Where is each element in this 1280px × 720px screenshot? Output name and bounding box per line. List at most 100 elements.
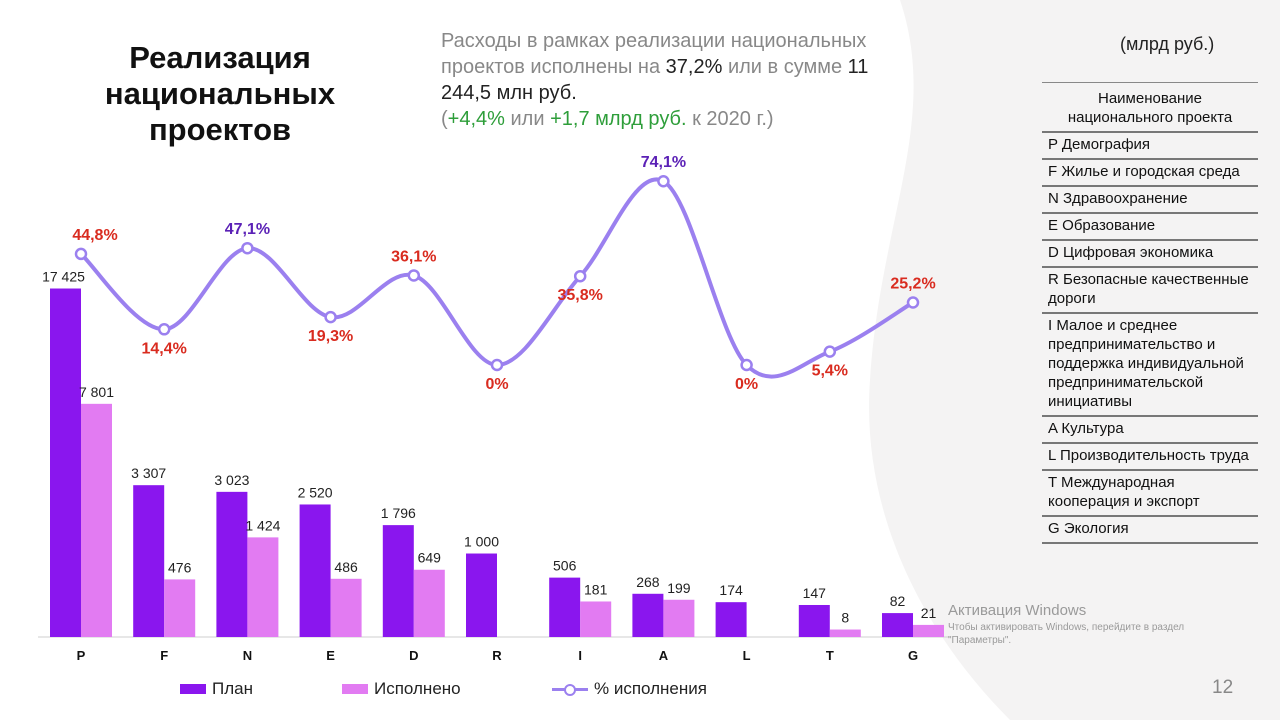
table-row-n: N Здравоохранение bbox=[1042, 187, 1258, 214]
subtitle-amount: 11 244,5 млн руб. bbox=[441, 56, 869, 104]
bar-plan-n bbox=[216, 491, 248, 637]
label-plan-f: 3 307 bbox=[131, 465, 166, 481]
percent-point-p bbox=[74, 247, 88, 261]
category-label-e: E bbox=[326, 648, 335, 663]
table-header: Наименование национального проекта bbox=[1042, 83, 1258, 133]
category-label-a: A bbox=[659, 648, 669, 663]
percent-point-t bbox=[823, 345, 837, 358]
subtitle-delta-absolute: +1,7 млрд руб. bbox=[550, 108, 687, 130]
label-plan-t: 147 bbox=[803, 585, 827, 601]
label-plan-l: 174 bbox=[719, 582, 743, 598]
watermark-title: Активация Windows bbox=[948, 602, 1087, 619]
label-done-i: 181 bbox=[584, 581, 608, 597]
subtitle-text-2: или в сумме bbox=[727, 56, 843, 78]
subtitle-percent: 37,2% bbox=[665, 56, 723, 78]
bar-plan-p bbox=[50, 288, 81, 637]
percent-label-g: 25,2% bbox=[890, 276, 935, 293]
bar-plan-a bbox=[632, 593, 664, 637]
bar-done-t bbox=[829, 629, 861, 637]
percent-point-f bbox=[157, 323, 171, 336]
unit-label: (млрд руб.) bbox=[1120, 34, 1215, 54]
subtitle-text-5: к 2020 г.) bbox=[692, 108, 774, 130]
percent-label-p: 44,8% bbox=[72, 227, 117, 244]
watermark-text: Чтобы активировать Windows, перейдите в … bbox=[948, 622, 1185, 646]
category-label-n: N bbox=[243, 648, 252, 663]
table-row-p: P Демография bbox=[1042, 133, 1258, 160]
category-label-t: T bbox=[826, 648, 834, 663]
label-done-f: 476 bbox=[168, 559, 192, 575]
percent-point-a bbox=[657, 174, 670, 188]
category-label-f: F bbox=[160, 648, 168, 663]
windows-activation-watermark: Активация Windows Чтобы активировать Win… bbox=[948, 602, 1238, 647]
label-done-g: 21 bbox=[921, 605, 937, 621]
bar-plan-i bbox=[549, 577, 581, 637]
percent-label-d: 36,1% bbox=[391, 248, 436, 265]
bar-plan-t bbox=[798, 604, 830, 637]
percent-label-i: 35,8% bbox=[558, 287, 603, 304]
bar-plan-d bbox=[382, 525, 414, 637]
subtitle-delta-percent: +4,4% bbox=[447, 108, 505, 130]
project-legend-table: Наименование национального проекта P Дем… bbox=[1042, 82, 1258, 544]
label-done-a: 199 bbox=[667, 580, 691, 596]
label-done-t: 8 bbox=[841, 610, 849, 626]
percent-label-a: 74,1% bbox=[641, 154, 686, 171]
bar-done-g bbox=[913, 624, 944, 637]
table-row-a: A Культура bbox=[1042, 417, 1258, 444]
label-plan-d: 1 796 bbox=[381, 505, 416, 521]
label-done-e: 486 bbox=[334, 559, 358, 575]
percent-label-r: 0% bbox=[485, 376, 508, 393]
percent-point-r bbox=[490, 358, 504, 372]
percent-line bbox=[79, 177, 915, 379]
label-done-p: 7 801 bbox=[79, 384, 114, 400]
subtitle-text-4: или bbox=[510, 108, 545, 130]
percent-point-g bbox=[906, 296, 920, 309]
table-row-i: I Малое и среднее предпринимательство и … bbox=[1042, 314, 1258, 417]
label-plan-a: 268 bbox=[636, 574, 660, 590]
slide-subtitle: Расходы в рамках реализации национальных… bbox=[441, 28, 881, 132]
label-plan-i: 506 bbox=[553, 558, 577, 574]
bar-done-i bbox=[580, 601, 612, 637]
category-label-l: L bbox=[743, 648, 751, 663]
table-row-e: E Образование bbox=[1042, 214, 1258, 241]
percent-label-f: 14,4% bbox=[142, 340, 187, 357]
bar-plan-r bbox=[466, 553, 497, 637]
bar-done-a bbox=[663, 599, 695, 637]
label-plan-r: 1 000 bbox=[464, 534, 499, 550]
bar-done-e bbox=[330, 578, 362, 637]
percent-point-i bbox=[573, 269, 587, 283]
percent-label-n: 47,1% bbox=[225, 221, 270, 238]
slide-number: 12 bbox=[1212, 677, 1234, 698]
table-row-l: L Производительность труда bbox=[1042, 444, 1258, 471]
bar-plan-f bbox=[133, 485, 165, 637]
category-label-g: G bbox=[908, 648, 918, 663]
category-label-r: R bbox=[492, 648, 502, 663]
subtitle-text-3: ( bbox=[441, 108, 448, 130]
percent-point-e bbox=[324, 310, 337, 324]
subtitle-text-1: Расходы в рамках реализации национальных… bbox=[441, 30, 867, 78]
percent-label-e: 19,3% bbox=[308, 328, 353, 345]
percent-point-n bbox=[241, 241, 254, 255]
category-label-d: D bbox=[409, 648, 418, 663]
bar-done-n bbox=[247, 537, 279, 637]
bar-plan-l bbox=[715, 602, 747, 637]
table-row-g: G Экология bbox=[1042, 517, 1258, 544]
percent-label-l: 0% bbox=[735, 376, 758, 393]
label-plan-g: 82 bbox=[890, 593, 906, 609]
table-row-t: T Международная кооперация и экспорт bbox=[1042, 471, 1258, 517]
label-plan-n: 3 023 bbox=[214, 472, 249, 488]
slide-title: Реализация национальных проектов bbox=[104, 40, 336, 147]
bar-plan-e bbox=[299, 504, 331, 637]
label-done-d: 649 bbox=[418, 550, 442, 566]
percent-point-d bbox=[407, 269, 421, 282]
bar-plan-g bbox=[882, 613, 913, 637]
percent-label-t: 5,4% bbox=[812, 363, 848, 380]
label-plan-p: 17 425 bbox=[42, 269, 85, 285]
category-label-i: I bbox=[578, 648, 582, 663]
bar-done-f bbox=[164, 579, 196, 637]
table-row-f: F Жилье и городская среда bbox=[1042, 160, 1258, 187]
table-row-d: D Цифровая экономика bbox=[1042, 241, 1258, 268]
percent-point-l bbox=[740, 358, 753, 372]
label-plan-e: 2 520 bbox=[298, 484, 333, 500]
